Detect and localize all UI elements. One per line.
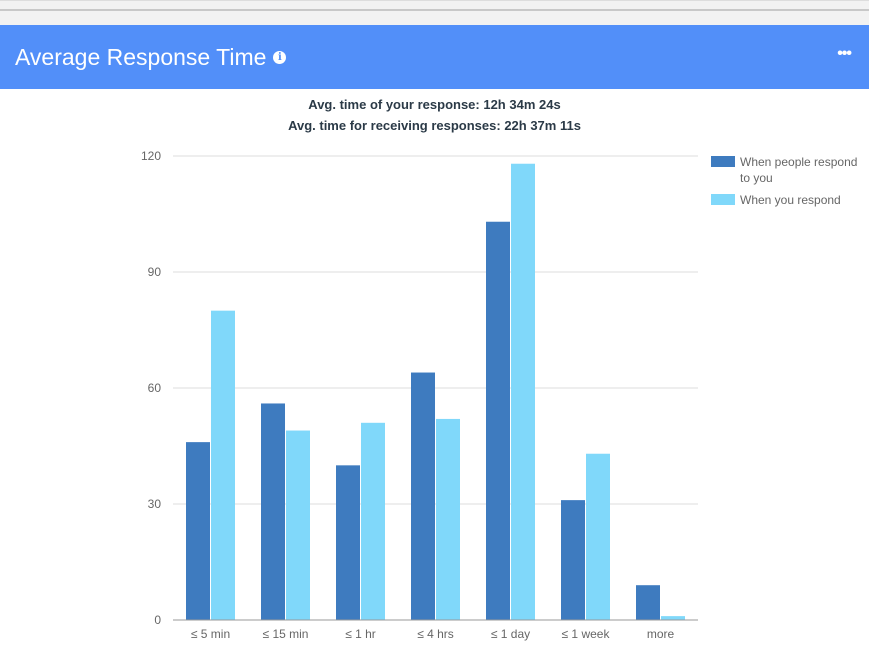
legend: When people respond to you When you resp… <box>711 154 861 214</box>
bar-you-respond[interactable] <box>211 310 235 620</box>
x-tick-label: ≤ 1 hr <box>345 627 376 641</box>
y-tick-label: 30 <box>148 497 162 511</box>
y-tick-label: 90 <box>148 265 162 279</box>
y-tick-label: 60 <box>148 381 162 395</box>
bar-you-respond[interactable] <box>286 430 310 620</box>
more-options-icon[interactable]: ••• <box>837 45 852 62</box>
legend-swatch <box>711 194 735 205</box>
bar-people-respond[interactable] <box>636 585 660 620</box>
x-tick-label: ≤ 5 min <box>191 627 230 641</box>
bar-people-respond[interactable] <box>411 372 435 620</box>
bar-people-respond[interactable] <box>261 403 285 620</box>
x-tick-label: ≤ 15 min <box>263 627 309 641</box>
legend-item[interactable]: When people respond to you <box>711 154 861 186</box>
browser-strip <box>0 0 869 26</box>
bar-people-respond[interactable] <box>561 500 585 620</box>
legend-swatch <box>711 156 735 167</box>
bar-you-respond[interactable] <box>436 418 460 620</box>
card-title: Average Response Time i <box>15 44 287 71</box>
bar-you-respond[interactable] <box>361 422 385 620</box>
y-tick-label: 120 <box>141 149 161 163</box>
y-tick-label: 0 <box>154 613 161 627</box>
card-header: Average Response Time i ••• <box>0 25 869 89</box>
x-tick-label: ≤ 1 week <box>562 627 611 641</box>
bar-people-respond[interactable] <box>486 221 510 620</box>
bar-you-respond[interactable] <box>511 163 535 620</box>
x-tick-label: ≤ 4 hrs <box>417 627 454 641</box>
info-icon[interactable]: i <box>273 51 287 64</box>
x-tick-label: more <box>647 627 675 641</box>
legend-item[interactable]: When you respond <box>711 192 861 208</box>
bar-people-respond[interactable] <box>186 442 210 620</box>
avg-receiving-response: Avg. time for receiving responses: 22h 3… <box>288 118 581 133</box>
avg-your-response: Avg. time of your response: 12h 34m 24s <box>308 97 561 112</box>
x-tick-label: ≤ 1 day <box>491 627 530 641</box>
bar-people-respond[interactable] <box>336 465 360 620</box>
bar-you-respond[interactable] <box>586 453 610 620</box>
bar-you-respond[interactable] <box>661 616 685 620</box>
